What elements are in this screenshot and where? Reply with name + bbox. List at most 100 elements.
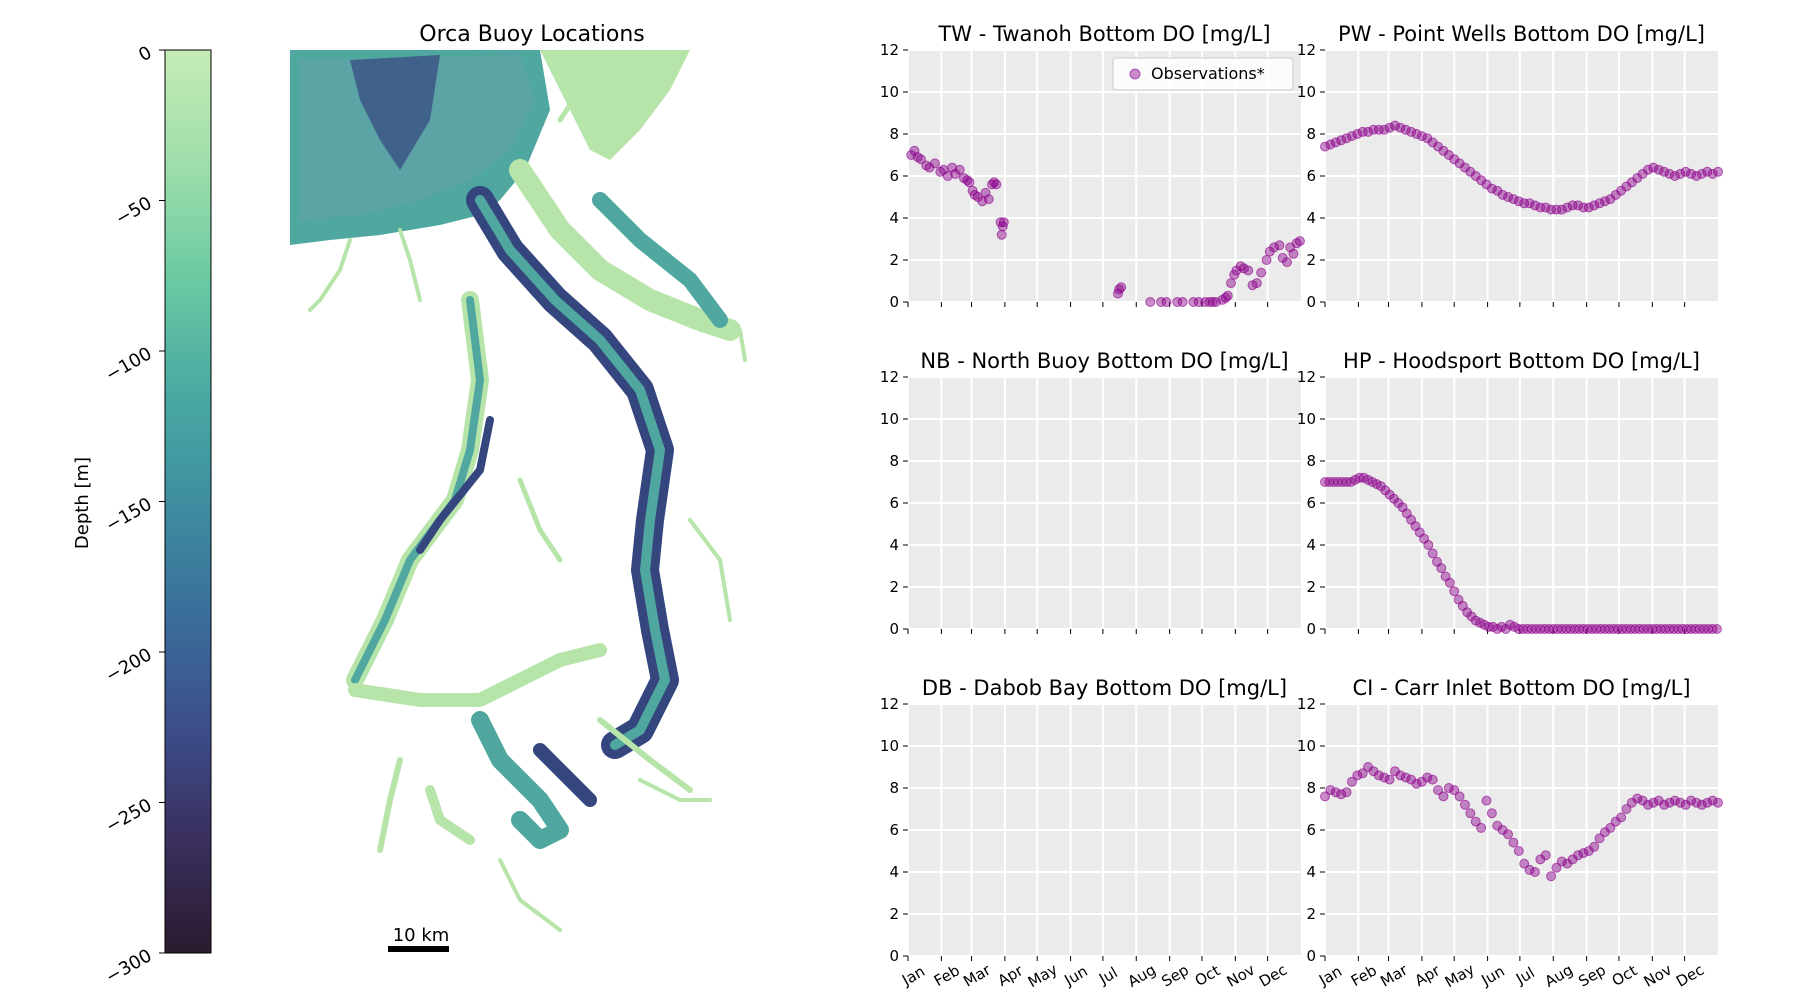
y-tick-label: 10 (1297, 410, 1316, 428)
data-point (1261, 255, 1272, 265)
data-point (1357, 126, 1368, 137)
y-tick-label: 0 (889, 620, 899, 638)
data-point (1486, 808, 1497, 819)
chart-legend: Observations* (1112, 57, 1294, 91)
x-tick-label: Sep (1575, 961, 1608, 991)
data-point (996, 229, 1007, 240)
data-point (1294, 236, 1305, 247)
data-point (1222, 290, 1233, 301)
scale-bar-label: 10 km (393, 925, 450, 946)
data-point (1573, 200, 1584, 211)
data-point (1352, 129, 1363, 139)
data-point (1702, 166, 1713, 177)
data-point (1379, 124, 1390, 135)
data-point (1540, 202, 1551, 213)
data-point (1659, 799, 1670, 810)
data-point (1177, 297, 1188, 307)
x-tick-label: Apr (995, 961, 1027, 990)
data-point (1449, 586, 1460, 597)
data-point (1373, 124, 1384, 135)
data-point (1427, 548, 1438, 559)
data-point (1707, 168, 1718, 179)
water-channel (597, 717, 693, 793)
data-point (1459, 799, 1470, 810)
x-tick-label: Nov (1641, 960, 1675, 990)
colorbar-tick-label: −50 (112, 193, 155, 230)
data-point (1357, 768, 1368, 779)
y-tick-label: 10 (1297, 737, 1316, 755)
chart-panel-2: 0 2 4 6 8 10 12 PW - Point Wells Bottom DO [mg/… (1297, 22, 1723, 311)
data-point (1395, 122, 1406, 133)
data-point (1389, 120, 1400, 131)
water-body (540, 50, 690, 160)
y-tick-label: 12 (880, 41, 899, 59)
data-point (1556, 204, 1567, 215)
data-point (1422, 772, 1433, 783)
chart-title: TW - Twanoh Bottom DO [mg/L] (937, 22, 1270, 46)
colorbar-tick-label: −200 (102, 644, 155, 687)
data-point (1578, 848, 1589, 859)
x-tick-label: Oct (1609, 961, 1641, 990)
y-tick-label: 2 (1306, 578, 1316, 596)
chart-title: PW - Point Wells Bottom DO [mg/L] (1338, 22, 1705, 46)
data-point (1497, 189, 1508, 200)
chart-title: NB - North Buoy Bottom DO [mg/L] (920, 349, 1288, 373)
data-point (1643, 164, 1654, 175)
water-channel (348, 643, 607, 707)
data-point (1643, 799, 1654, 810)
chart-panel-4: 0 2 4 6 8 10 12 HP - Hoodsport Bottom DO [mg/L] (1297, 349, 1722, 638)
y-tick-label: 4 (1306, 209, 1316, 227)
data-point (1562, 202, 1573, 213)
series-points (1320, 762, 1723, 882)
legend-box (1112, 57, 1294, 91)
legend-marker (1129, 68, 1141, 80)
data-point (1669, 795, 1680, 806)
x-tick-label: Feb (1348, 961, 1380, 990)
y-tick-label: 10 (880, 410, 899, 428)
data-point (1599, 196, 1610, 207)
y-tick-label: 2 (1306, 251, 1316, 269)
chart-title: CI - Carr Inlet Bottom DO [mg/L] (1352, 676, 1690, 700)
data-point (1481, 795, 1492, 806)
y-tick-label: 8 (889, 452, 899, 470)
data-point (929, 158, 940, 169)
x-tick-label: Aug (1125, 961, 1159, 991)
data-point (1384, 122, 1395, 133)
data-point (1449, 785, 1460, 796)
colorbar-tick-label: −300 (102, 945, 155, 988)
data-point (1368, 124, 1379, 135)
x-tick-label: Dec (1256, 961, 1290, 991)
water-channel (533, 743, 597, 807)
y-tick-label: 2 (889, 251, 899, 269)
y-tick-label: 4 (1306, 863, 1316, 881)
series-points (1320, 120, 1723, 215)
chart-panel-3: 0 2 4 6 8 10 12 NB - North Buoy Bottom DO [mg/L… (880, 349, 1301, 638)
y-tick-label: 4 (889, 209, 899, 227)
data-point (1503, 829, 1514, 840)
data-point (1616, 812, 1627, 823)
y-tick-label: 6 (1306, 821, 1316, 839)
data-point (1156, 297, 1167, 307)
y-tick-label: 0 (889, 947, 899, 965)
y-tick-label: 2 (889, 578, 899, 596)
y-tick-label: 0 (1306, 293, 1316, 311)
data-point (1172, 297, 1183, 307)
data-point (1188, 297, 1199, 307)
charts-panel: 0 2 4 6 8 10 12 TW - Twanoh Bottom DO [mg/L] Obs… (880, 22, 1723, 991)
data-point (1648, 797, 1659, 808)
water-channel (592, 192, 728, 328)
water-channel (498, 858, 562, 932)
water-channel (377, 757, 403, 853)
data-point (1669, 171, 1680, 181)
x-tick-label: Jul (1512, 963, 1538, 988)
data-point (1696, 799, 1707, 810)
data-point (1594, 833, 1605, 844)
bathymetry-map: Orca Buoy Locations 10 km (290, 22, 747, 952)
data-point (1384, 774, 1395, 785)
y-tick-label: 10 (880, 83, 899, 101)
data-point (998, 217, 1009, 228)
y-tick-label: 12 (880, 695, 899, 713)
data-point (1341, 133, 1352, 144)
data-point (1594, 198, 1605, 209)
data-point (1282, 257, 1293, 268)
